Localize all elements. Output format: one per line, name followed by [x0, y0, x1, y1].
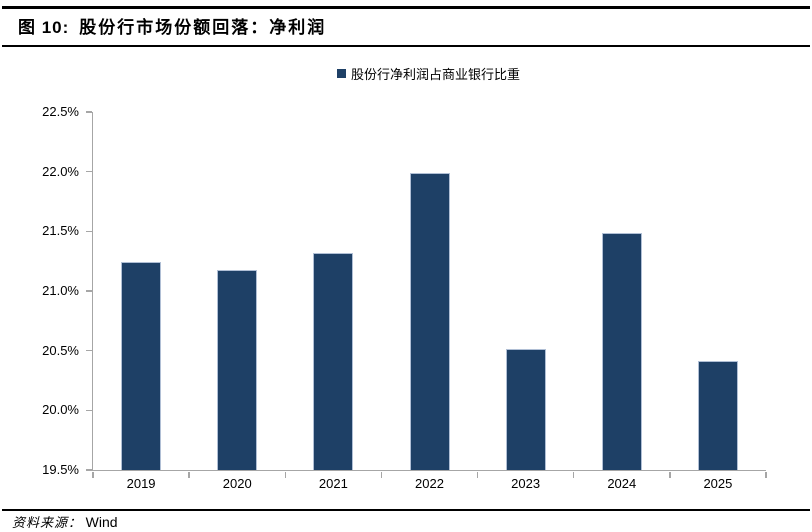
y-axis-tick: [85, 111, 92, 113]
source-value: Wind: [85, 514, 118, 530]
x-axis-label: 2020: [222, 476, 252, 491]
figure-number: 图 10:: [18, 18, 70, 37]
top-rule: [2, 6, 810, 9]
y-axis-label: 20.0%: [42, 402, 79, 418]
figure-title-text: 股份行市场份额回落：净利润: [79, 18, 327, 38]
x-axis-tick: [476, 471, 479, 478]
y-axis-label: 20.5%: [42, 342, 79, 358]
x-axis-label: 2025: [703, 476, 733, 491]
bar-2024: [601, 232, 642, 470]
x-axis-label: 2024: [607, 476, 637, 491]
figure-title: 图 10: 股份行市场份额回落：净利润: [18, 13, 326, 38]
chart-legend: 股份行净利润占商业银行比重: [92, 64, 765, 82]
legend-square-icon: [336, 68, 346, 78]
source-label: 资料来源：: [12, 516, 83, 531]
legend-label: 股份行净利润占商业银行比重: [350, 66, 520, 82]
y-axis-tick: [85, 409, 92, 412]
bar-2023: [505, 349, 546, 470]
x-axis-label: 2019: [126, 476, 156, 491]
y-axis-tick: [85, 290, 92, 292]
y-axis-label: 21.5%: [42, 223, 79, 239]
y-axis-label: 21.0%: [42, 283, 79, 298]
x-axis-tick: [669, 471, 671, 478]
y-axis-label: 22.0%: [42, 163, 79, 179]
bar-2022: [409, 172, 450, 470]
x-axis-tick: [188, 471, 190, 478]
x-axis-tick: [92, 471, 94, 478]
title-separator: [2, 45, 810, 47]
bar-2020: [217, 269, 258, 470]
x-axis-label: 2022: [415, 476, 444, 491]
x-axis-tick: [765, 471, 767, 478]
y-axis-label: 19.5%: [42, 462, 79, 477]
x-axis-label: 2021: [318, 476, 348, 491]
y-axis-tick: [85, 230, 92, 233]
bar-2021: [313, 252, 354, 470]
x-axis-tick: [572, 471, 575, 478]
x-axis-tick: [380, 471, 383, 478]
bar-2019: [121, 262, 162, 470]
footer-separator: [2, 509, 810, 511]
x-axis-label: 2023: [511, 476, 541, 491]
bar-2025: [697, 361, 738, 470]
source-note: 资料来源： Wind: [12, 512, 118, 531]
y-axis-tick: [85, 170, 92, 173]
x-axis-tick: [284, 471, 287, 478]
y-axis-tick: [85, 349, 92, 352]
y-axis-tick: [85, 469, 92, 471]
bar-chart-plot-area: 19.5% 20.0% 20.5% 21.0% 21.5% 22.0% 22.5% 2019 2…: [42, 104, 767, 491]
y-axis-label: 22.5%: [42, 104, 79, 119]
